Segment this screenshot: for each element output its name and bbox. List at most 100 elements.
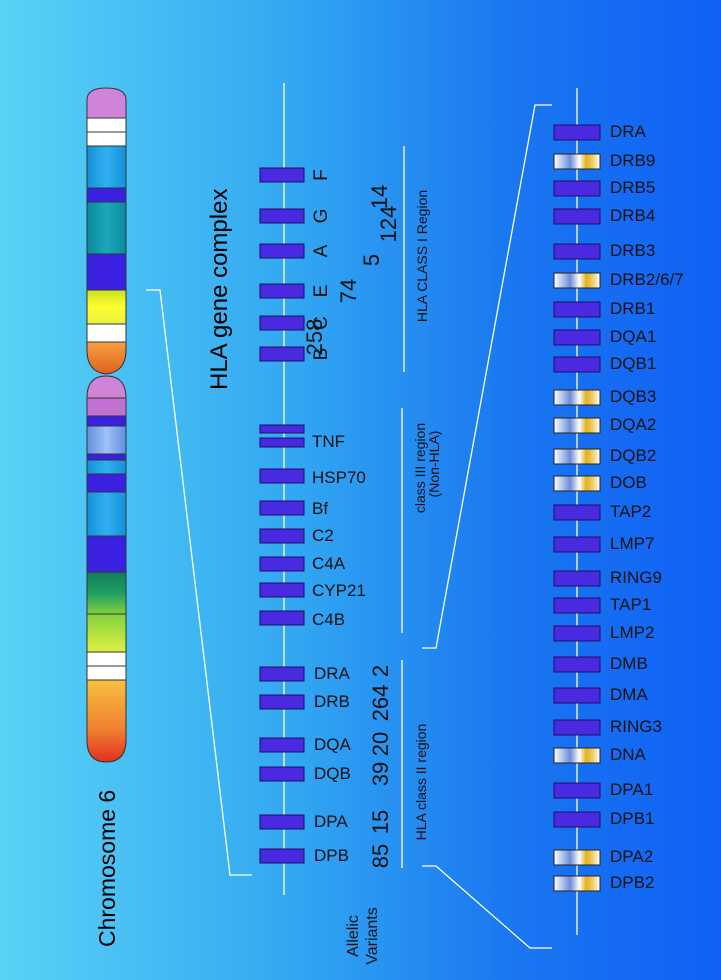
gene-label-class2-dqb: DQB [314,764,351,783]
gene-label-detail-dqa2: DQA2 [610,415,657,434]
gene-box-detail-dpb1 [553,811,601,828]
gene-box-class3-c4a [259,556,305,572]
gene-label-detail-ring3: RING3 [610,717,662,736]
gene-label-detail-dpb1: DPB1 [610,809,655,828]
gene-label-class3-hsp70: HSP70 [312,468,366,487]
gene-box-detail-drb4 [553,208,601,225]
gene-label-detail-dra: DRA [610,122,646,141]
gene-box-detail-drb1 [553,301,601,318]
gene-box-detail-lmp2 [553,625,601,642]
gene-label-class1-e: E [311,284,332,298]
gene-box-detail-drb3 [553,243,601,260]
gene-box-class3-c2 [259,528,305,544]
gene-label-class2-dpb: DPB [314,846,349,865]
gene-box-class1-a [259,243,305,259]
gene-label-class3-c2: C2 [312,526,334,545]
gene-box-detail-dmb [553,656,601,673]
gene-label-detail-tap2: TAP2 [610,502,652,521]
gene-box-detail-dqb1 [553,356,601,373]
gene-label-class3-tnf: TNF [312,432,346,451]
gene-label-class3-c4a: C4A [312,554,346,573]
gene-label-detail-drb9: DRB9 [610,151,656,170]
gene-label-class2-dpa: DPA [314,812,348,831]
class1-region-label: HLA CLASS I Region [414,189,430,323]
gene-label-detail-drb4: DRB4 [610,206,656,225]
gene-box-class2-dqa [259,737,305,753]
gene-label-detail-dna: DNA [610,745,646,764]
gene-box-detail-tap1 [553,597,601,614]
gene-label-detail-ring9: RING9 [610,568,662,587]
gene-box-class1-c [259,315,305,331]
gene-box-detail-drb2-6-7 [553,272,601,289]
gene-box-detail-dpb2 [553,875,601,892]
gene-label-detail-dqa1: DQA1 [610,327,657,346]
gene-box-class1-e [259,283,305,299]
gene-box-detail-dqb2 [553,448,601,465]
gene-box-class2-dpb [259,848,305,864]
allelic-variants-label: Allelic Variants [344,886,384,980]
gene-label-class1-f: F [311,169,332,181]
gene-label-detail-drb2-6-7: DRB2/6/7 [610,270,684,289]
gene-label-detail-drb3: DRB3 [610,241,656,260]
gene-box-class3-cyp21 [259,582,305,598]
gene-box-detail-dra [553,124,601,141]
gene-label-detail-dpb2: DPB2 [610,873,655,892]
gene-box-class3-bf [259,500,305,516]
allelic-count-class2-3: 39 [368,761,393,787]
gene-box-detail-lmp7 [553,536,601,553]
gene-label-class2-drb: DRB [314,692,350,711]
gene-label-class2-dra: DRA [314,664,350,683]
gene-box-detail-ring9 [553,570,601,587]
allelic-count-class2-5: 85 [368,843,393,869]
chromosome-6 [86,87,127,763]
gene-box-detail-dqb3 [553,389,601,406]
gene-label-detail-dob: DOB [610,473,647,492]
gene-label-detail-dpa1: DPA1 [610,780,654,799]
gene-box-detail-dqa2 [553,417,601,434]
gene-label-detail-lmp7: LMP7 [610,534,655,553]
gene-box-class2-drb [259,694,305,710]
gene-label-detail-dma: DMA [610,685,648,704]
gene-label-class1-a: A [311,244,332,258]
chromosome-label: Chromosome 6 [94,789,120,947]
gene-label-class3-c4b: C4B [312,610,346,629]
gene-box-detail-dna [553,747,601,764]
gene-box-class2-dra [259,666,305,682]
gene-label-class1-g: G [311,208,332,224]
gene-box-class1-g [259,208,305,224]
class3-region-label-2: (Non-HLA) [426,430,442,498]
gene-box-class2-dpa [259,814,305,830]
allelic-label-line2: Variants [364,907,381,965]
gene-box-class2-dqb [259,766,305,782]
diagram-title: HLA gene complex [206,188,233,390]
gene-label-class2-dqa: DQA [314,735,351,754]
class2-region-label: HLA class II region [413,723,429,841]
gene-box-detail-dma [553,687,601,704]
gene-box-detail-dqa1 [553,329,601,346]
allelic-count-class1-4: 14 [367,184,392,210]
gene-label-class3-cyp21: CYP21 [312,581,366,600]
gene-box-detail-ring3 [553,719,601,736]
gene-box-class1-b [259,346,305,362]
gene-label-detail-dqb1: DQB1 [610,354,657,373]
gene-label-detail-lmp2: LMP2 [610,623,655,642]
gene-box-class1-f [259,167,305,183]
gene-label-detail-tap1: TAP1 [610,595,652,614]
gene-box-class3-hsp70 [259,468,305,484]
gene-label-detail-drb5: DRB5 [610,178,656,197]
gene-box-detail-dpa2 [553,849,601,866]
gene-label-detail-dqb2: DQB2 [610,446,657,465]
allelic-label-line1: Allelic [345,915,362,957]
gene-label-detail-dpa2: DPA2 [610,847,654,866]
gene-label-detail-dmb: DMB [610,654,648,673]
gene-box-detail-tap2 [553,504,601,521]
gene-label-class3-bf: Bf [312,499,329,518]
gene-box-detail-dob [553,475,601,492]
gene-label-detail-drb1: DRB1 [610,299,656,318]
gene-box-detail-dpa1 [553,782,601,799]
allelic-count-class1-0: 258 [302,318,327,356]
allelic-count-class1-1: 74 [336,278,361,304]
gene-box-tnf-b [259,437,305,448]
